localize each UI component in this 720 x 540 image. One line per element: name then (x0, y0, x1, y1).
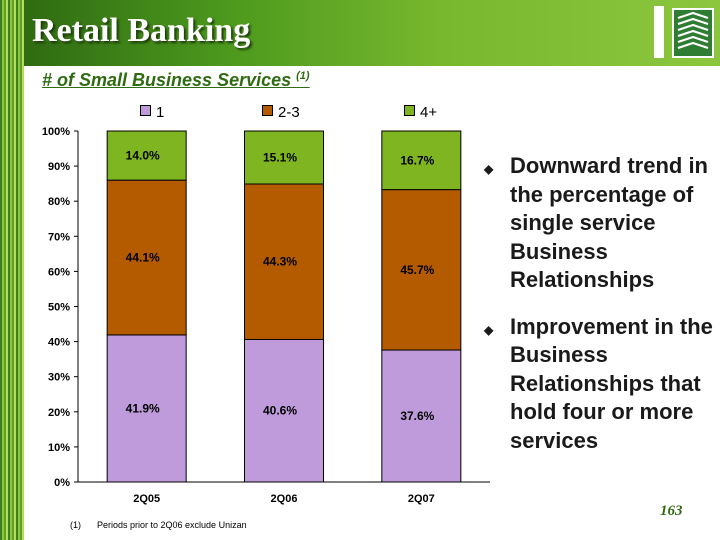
bullet-text: Improvement in the Business Relationship… (510, 313, 713, 453)
bullet-list: ◆ Downward trend in the percentage of sin… (484, 152, 714, 473)
page-number: 163 (660, 503, 683, 519)
brand-bar (654, 6, 664, 58)
legend-label-2-3: 2-3 (278, 104, 300, 121)
y-tick-label: 10% (48, 442, 70, 454)
bar-segment (244, 130, 324, 185)
bar-segment (381, 189, 462, 351)
page-title: Retail Banking (32, 12, 251, 49)
data-label: 41.9% (126, 401, 160, 415)
y-tick-label: 30% (48, 372, 70, 384)
title-banner (24, 0, 720, 66)
x-tick-label: 2Q07 (408, 493, 435, 505)
data-label: 44.3% (263, 255, 297, 269)
logo-mark-icon (677, 11, 709, 50)
bullet-item: ◆ Downward trend in the percentage of sin… (484, 152, 714, 295)
y-tick-label: 70% (48, 231, 70, 243)
y-tick-label: 90% (48, 161, 70, 173)
legend-label-4plus: 4+ (420, 104, 438, 121)
y-tick-label: 0% (54, 477, 70, 489)
data-label: 37.6% (400, 409, 434, 423)
bar-segment (244, 183, 324, 340)
x-tick-label: 2Q06 (271, 493, 298, 505)
footnote-marker: (1) (70, 520, 81, 530)
x-tick-label: 2Q05 (133, 493, 160, 505)
data-label: 45.7% (400, 263, 434, 277)
subtitle-text: # of Small Business Services (42, 70, 297, 90)
legend-label-1: 1 (156, 104, 165, 121)
legend-swatch-1 (140, 105, 151, 116)
legend-item-2-3: 2-3 (262, 104, 300, 121)
y-tick-label: 100% (42, 126, 70, 138)
bar-segment (244, 338, 324, 483)
data-label: 14.0% (126, 149, 160, 163)
diamond-bullet-icon: ◆ (484, 162, 494, 176)
legend-swatch-4plus (404, 105, 415, 116)
y-tick-label: 20% (48, 407, 70, 419)
bar-segment (106, 130, 187, 181)
diamond-bullet-icon: ◆ (484, 322, 494, 337)
data-label: 44.1% (126, 251, 160, 265)
bar-segment (381, 349, 462, 483)
bullet-text: Downward trend in the percentage of sing… (510, 153, 708, 292)
bullet-item: ◆ Improvement in the Business Relationshi… (484, 313, 714, 456)
y-tick-label: 50% (48, 302, 70, 314)
legend-item-4plus: 4+ (404, 104, 438, 121)
y-tick-label: 40% (48, 337, 70, 349)
bar-segment (106, 334, 187, 483)
footnote: (1) Periods prior to 2Q06 exclude Unizan (70, 520, 247, 530)
data-label: 15.1% (263, 151, 297, 165)
legend-swatch-2-3 (262, 105, 273, 116)
footnote-text: Periods prior to 2Q06 exclude Unizan (97, 520, 247, 530)
y-tick-label: 60% (48, 266, 70, 278)
bar-segment (381, 130, 462, 191)
decorative-stripes (0, 0, 24, 540)
y-tick-label: 80% (48, 196, 70, 208)
bank-logo (672, 8, 714, 58)
subtitle-footnote-ref: (1) (296, 70, 310, 82)
chart-subtitle: # of Small Business Services (1) (42, 70, 310, 91)
data-label: 40.6% (263, 404, 297, 418)
legend-item-1: 1 (140, 104, 165, 121)
bar-segment (106, 179, 187, 336)
data-label: 16.7% (400, 153, 434, 167)
